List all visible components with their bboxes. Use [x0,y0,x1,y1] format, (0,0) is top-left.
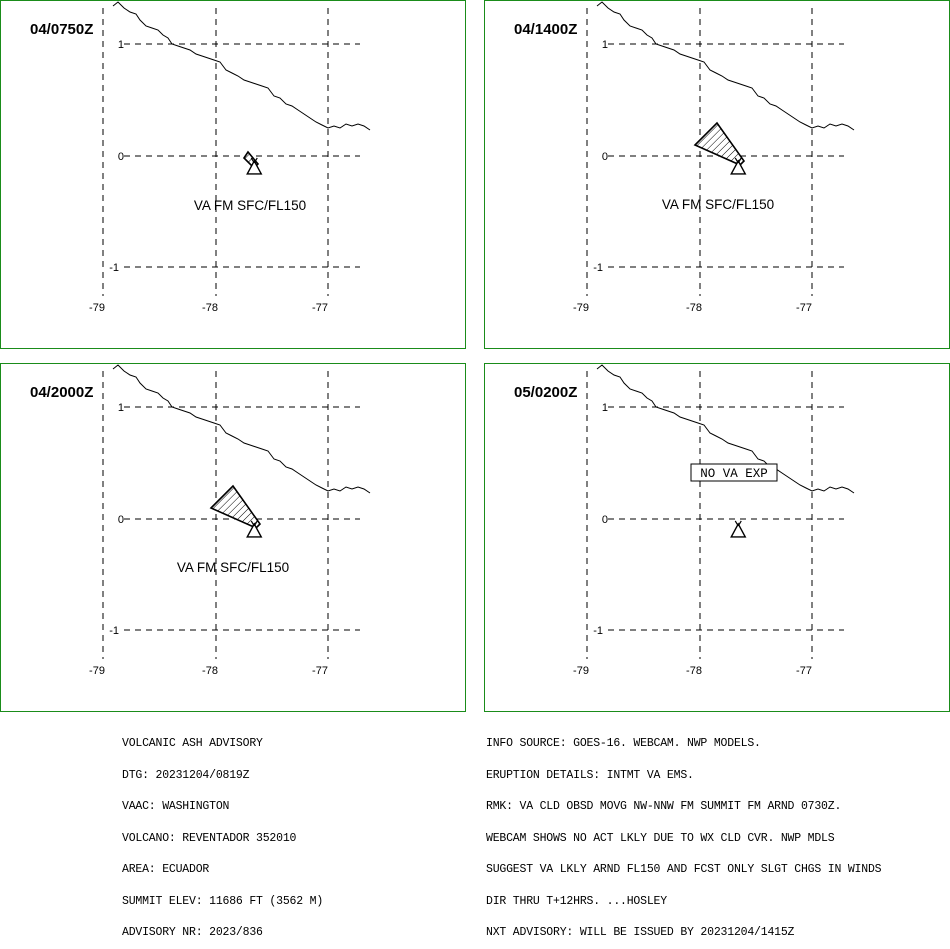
advisory-line: VOLCANIC ASH ADVISORY [122,737,263,750]
longitude-tick-label: -77 [312,665,328,677]
advisory-line: VOLCANO: REVENTADOR 352010 [122,831,297,845]
longitude-tick-label: -79 [573,665,589,677]
ash-altitude-label: VA FM SFC/FL150 [194,198,306,213]
forecast-panel: -79 -78 -77 1 0 -1 04/0750Z VA FM SFC/FL150 [0,0,466,349]
forecast-time-label: 04/1400Z [514,21,577,38]
longitude-tick-label: -79 [573,302,589,314]
forecast-panel: -79 -78 -77 1 0 -1 04/2000Z VA FM SFC/FL150 [0,363,466,712]
longitude-tick-label: -78 [686,665,702,677]
remark-line: INFO SOURCE: GOES-16. WEBCAM. NWP MODELS… [486,737,761,750]
forecast-panel: -79 -78 -77 1 0 -1 05/0200Z NO VA EXP [484,363,950,712]
ash-altitude-label: VA FM SFC/FL150 [177,560,289,575]
latitude-tick-label: 1 [602,39,608,51]
advisory-line: VAAC: WASHINGTON [122,800,230,813]
ash-altitude-label: VA FM SFC/FL150 [662,197,774,212]
panel-frame [0,0,466,349]
longitude-tick-label: -77 [796,665,812,677]
longitude-tick-label: -77 [312,302,328,314]
latitude-tick-label: 1 [602,402,608,414]
border-line [112,1,371,131]
no-va-box [690,463,778,482]
advisory-line: AREA: ECUADOR [122,863,210,876]
volcano-icon [246,520,263,538]
advisory-line: DTG: 20231204/0819Z [122,768,250,782]
latitude-tick-label: 0 [118,514,124,526]
forecast-time-label: 04/2000Z [30,384,93,401]
volcano-icon [246,157,263,175]
latitude-tick-label: 1 [118,39,124,51]
latitude-tick-label: -1 [593,262,603,274]
ash-cloud-polygon [209,484,262,529]
latitude-tick-label: -1 [109,625,119,637]
panel-frame [484,0,950,349]
longitude-tick-label: -78 [686,302,702,314]
latitude-tick-label: -1 [593,625,603,637]
advisory-line: SUMMIT ELEV: 11686 FT (3562 M) [122,894,324,908]
remark-line: NXT ADVISORY: WILL BE ISSUED BY 20231204… [486,926,795,939]
longitude-tick-label: -78 [202,665,218,677]
remark-line: ERUPTION DETAILS: INTMT VA EMS. [486,768,694,782]
panel-frame [484,363,950,712]
latitude-tick-label: -1 [109,262,119,274]
longitude-tick-label: -79 [89,665,105,677]
latitude-tick-label: 0 [602,514,608,526]
border-line [596,364,855,494]
forecast-time-label: 04/0750Z [30,21,93,38]
forecast-time-label: 05/0200Z [514,384,577,401]
advisory-line: ADVISORY NR: 2023/836 [122,926,263,939]
border-line [596,1,855,131]
longitude-tick-label: -79 [89,302,105,314]
remark-line: DIR THRU T+12HRS. ...HOSLEY [486,894,667,908]
volcano-icon [730,520,747,538]
latitude-tick-label: 0 [118,151,124,163]
remark-line: RMK: VA CLD OBSD MOVG NW-NNW FM SUMMIT F… [486,800,842,813]
advisory-remarks-block: INFO SOURCE: GOES-16. WEBCAM. NWP MODELS… [486,718,882,949]
remark-line: WEBCAM SHOWS NO ACT LKLY DUE TO WX CLD C… [486,831,835,845]
panel-frame [0,363,466,712]
advisory-header-block: VOLCANIC ASH ADVISORY DTG: 20231204/0819… [122,718,323,949]
ash-cloud-polygon [693,121,746,166]
border-line [112,364,371,494]
forecast-panel: -79 -78 -77 1 0 -1 04/1400Z VA FM SFC/FL150 [484,0,950,349]
no-va-label: NO VA EXP [700,467,768,481]
longitude-tick-label: -78 [202,302,218,314]
volcano-icon [730,157,747,175]
latitude-tick-label: 1 [118,402,124,414]
remark-line: SUGGEST VA LKLY ARND FL150 AND FCST ONLY… [486,863,882,876]
latitude-tick-label: 0 [602,151,608,163]
longitude-tick-label: -77 [796,302,812,314]
